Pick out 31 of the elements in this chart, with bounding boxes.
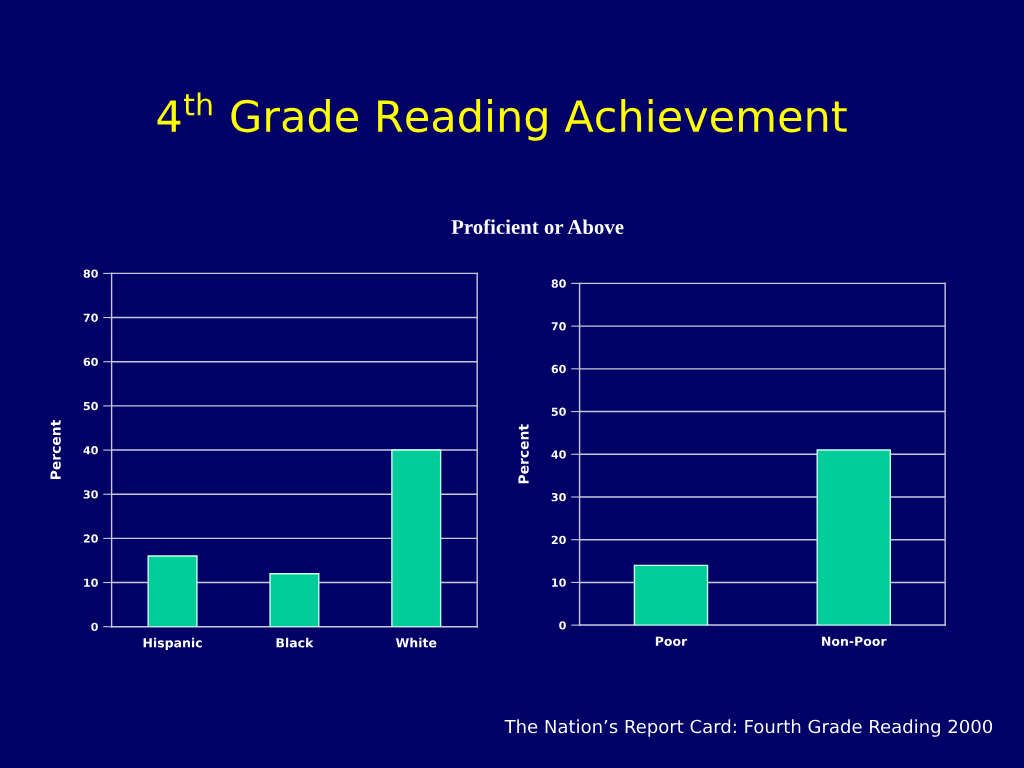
y-tick-label: 20 bbox=[551, 535, 566, 545]
x-tick-label: Non-Poor bbox=[822, 636, 887, 646]
y-tick-label: 60 bbox=[83, 357, 98, 367]
text: Proficient or Above bbox=[451, 219, 624, 235]
bar bbox=[269, 573, 320, 627]
y-tick-label: 40 bbox=[83, 446, 98, 455]
y-tick-label: 80 bbox=[83, 269, 98, 278]
y-tick-label: 60 bbox=[551, 364, 566, 374]
x-tick-label: Black bbox=[276, 637, 314, 648]
y-tick-label: 50 bbox=[83, 401, 98, 411]
y-tick-label: 30 bbox=[83, 490, 98, 499]
y-tick-label: 50 bbox=[551, 407, 566, 416]
y-axis-title: Percent bbox=[518, 424, 529, 484]
bar bbox=[391, 449, 442, 627]
y-tick-label: 30 bbox=[551, 492, 566, 502]
y-tick-label: 0 bbox=[559, 621, 566, 630]
y-axis-title: Percent bbox=[50, 420, 61, 480]
y-tick-label: 80 bbox=[551, 279, 566, 288]
bar bbox=[147, 555, 198, 627]
y-tick-label: 10 bbox=[84, 578, 98, 587]
y-tick-label: 10 bbox=[552, 578, 566, 587]
x-tick-label: Hispanic bbox=[143, 637, 202, 650]
chart-title: 4$^{th}$ Grade Reading Achievement bbox=[157, 92, 847, 141]
x-tick-label: White bbox=[395, 637, 437, 648]
y-tick-label: 0 bbox=[91, 622, 98, 632]
y-tick-label: 20 bbox=[83, 534, 98, 543]
y-tick-label: 40 bbox=[551, 450, 566, 459]
x-tick-label: Poor bbox=[655, 636, 688, 646]
text: The Nation’s Report Card: Fourth Grade Reading 2000 bbox=[504, 719, 993, 737]
y-tick-label: 70 bbox=[83, 313, 98, 322]
y-tick-label: 70 bbox=[551, 322, 566, 331]
